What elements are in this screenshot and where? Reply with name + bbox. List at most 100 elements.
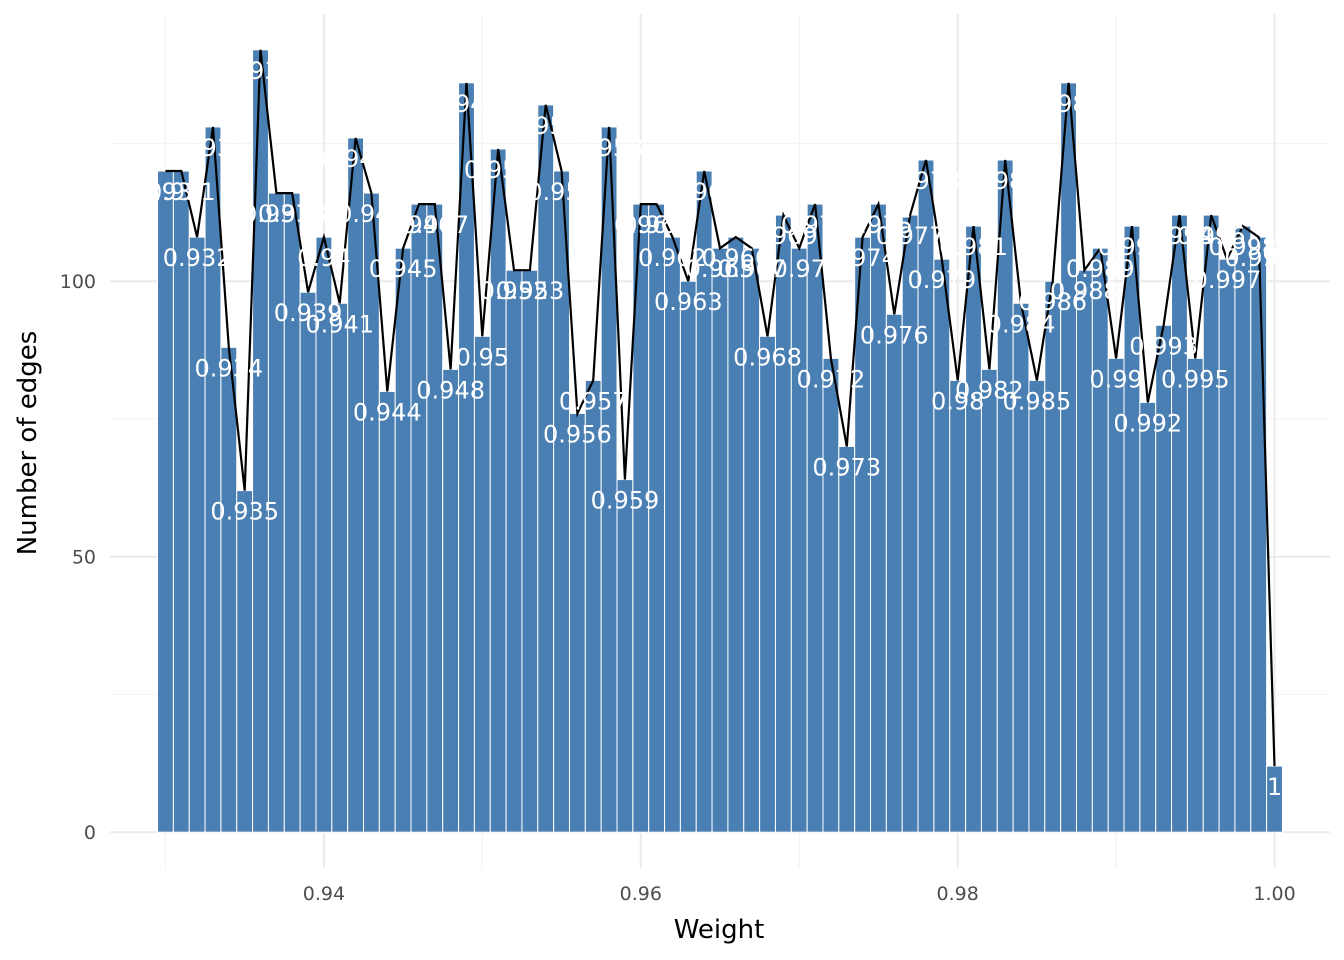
bar-label: 0.988 [1050,277,1119,305]
bar-label: 0.933 [179,134,248,162]
bar-label: 0.951 [464,156,533,184]
bar-label: 0.941 [305,310,374,338]
bar [426,203,444,833]
bar [331,302,349,833]
bar-label: 0.97 [773,255,826,283]
bar-label: 0.932 [163,244,232,272]
bar-label: 0.979 [907,266,976,294]
bar-label: 0.973 [812,454,881,482]
bar [1044,280,1062,833]
bar-label: 0.967 [717,255,786,283]
bar [473,335,491,833]
bar-label: 0.952 [480,277,549,305]
y-tick-label: 50 [72,547,96,569]
bar [790,247,808,833]
bar-label: 0.972 [797,365,866,393]
bar [711,247,729,833]
bar [220,346,238,833]
bar [822,357,840,833]
bar-label: 0.949 [432,90,501,118]
bar [1075,269,1093,833]
bar-label: 0.989 [1066,255,1135,283]
bar-label: 1 [1267,773,1282,801]
bar [980,368,998,833]
bar-label: 0.993 [1129,332,1198,360]
bar-label: 0.985 [1003,387,1072,415]
bar-label: 0.95 [456,343,509,371]
bar-label: 0.994 [1145,222,1214,250]
x-tick-label: 0.98 [937,883,979,905]
bar [521,269,539,833]
bar [917,159,935,833]
bar-label: 0.957 [559,387,628,415]
bar [363,192,380,833]
bar [1060,82,1077,833]
x-tick-label: 0.96 [620,883,662,905]
bar [378,390,396,833]
bar-labels: 0.930.9310.9320.9330.9340.9350.9360.9370… [139,57,1293,801]
bar [489,148,507,833]
bar-label: 0.93 [139,178,192,206]
bar-label: 0.948 [416,376,485,404]
bar [949,379,967,833]
bar [1091,247,1109,833]
bar-label: 0.961 [622,211,691,239]
bar [299,291,317,833]
bar [1139,401,1157,833]
bar-label: 0.99 [1089,365,1142,393]
bar [1234,225,1252,833]
bar-label: 0.937 [242,200,311,228]
bar [283,192,301,833]
bar [537,104,555,833]
bar [1186,357,1204,833]
bar-label: 0.977 [876,222,945,250]
bar-label: 0.955 [527,178,596,206]
bar [236,490,254,833]
bar [1123,225,1141,833]
bar [743,247,761,833]
bar-label: 0.971 [781,211,850,239]
bar-label: 0.969 [749,222,818,250]
bar-label: 0.963 [654,288,723,316]
bar-label: 0.947 [400,211,469,239]
bar [870,203,887,833]
bar-label: 0.956 [543,420,612,448]
bar [1202,214,1220,833]
bar [1250,236,1268,833]
bar [1218,258,1236,833]
bar-label: 0.986 [1018,288,1087,316]
axis-ticks: 0.94 0.96 0.98 1.00 0 50 100 [60,271,1296,905]
bar [933,258,951,833]
bar-label: 0.94 [297,244,350,272]
y-tick-label: 0 [84,822,96,844]
bar-label: 0.935 [210,498,279,526]
bar [394,247,412,833]
bar-label: 0.974 [828,244,897,272]
bar [838,446,856,833]
bar-label: 0.959 [591,487,660,515]
bar-label: 0.999 [1224,244,1293,272]
bar-label: 0.946 [385,211,454,239]
bar [1171,214,1188,833]
bar-label: 0.981 [939,233,1008,261]
y-axis-title: Number of edges [13,331,43,556]
bar [774,214,792,833]
bar-label: 0.962 [638,244,707,272]
x-axis-title: Weight [674,915,765,945]
bar [727,236,745,833]
bar-label: 0.98 [931,387,984,415]
bar [1155,324,1173,833]
bar-label: 0.958 [575,134,644,162]
bar-label: 0.934 [194,354,263,382]
bar-label: 0.965 [686,255,755,283]
bar [188,236,206,833]
bar [347,137,365,833]
x-tick-label: 0.94 [303,883,345,905]
bar [806,203,824,833]
bar-label: 0.931 [147,178,216,206]
bar-label: 0.939 [274,299,343,327]
bar-label: 0.954 [511,112,580,140]
bar-label: 0.942 [321,145,390,173]
bar [204,126,222,833]
